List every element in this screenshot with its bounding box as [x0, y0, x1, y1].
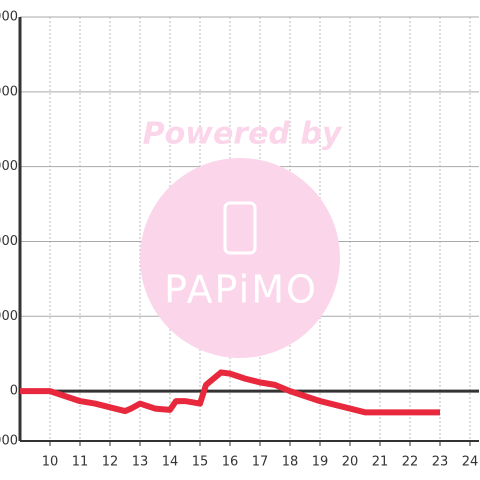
x-tick-label: 22: [402, 455, 419, 470]
data-line: [20, 369, 440, 416]
y-tick-label: 60,000: [0, 234, 18, 249]
y-tick-label: 120,000: [0, 84, 18, 99]
watermark-title: Powered by: [143, 117, 343, 152]
watermark-logo: PAPiMO: [164, 268, 318, 312]
x-tick-label: 23: [432, 455, 449, 470]
x-tick-label: 20: [342, 455, 359, 470]
x-tick-label: 15: [192, 455, 209, 470]
x-tick-label: 19: [312, 455, 329, 470]
y-tick-label: 90,000: [0, 159, 18, 174]
watermark-phone: [223, 201, 257, 255]
x-tick-label: 14: [162, 455, 179, 470]
x-tick-label: 18: [282, 455, 299, 470]
x-tick-label: 16: [222, 455, 239, 470]
x-tick-label: 12: [102, 455, 119, 470]
x-tick-label: 13: [132, 455, 149, 470]
y-tick-label: 0: [10, 384, 18, 399]
x-tick-label: 10: [42, 455, 59, 470]
y-tick-label: 30,000: [0, 309, 18, 324]
x-tick-label: 17: [252, 455, 269, 470]
y-tick-label: 150,000: [0, 10, 18, 25]
x-tick-label: 21: [372, 455, 389, 470]
x-tick-label: 24: [462, 455, 479, 470]
x-tick-label: 11: [72, 455, 89, 470]
watermark-circle: [140, 158, 340, 358]
y-tick-label: -20,000: [0, 434, 18, 449]
